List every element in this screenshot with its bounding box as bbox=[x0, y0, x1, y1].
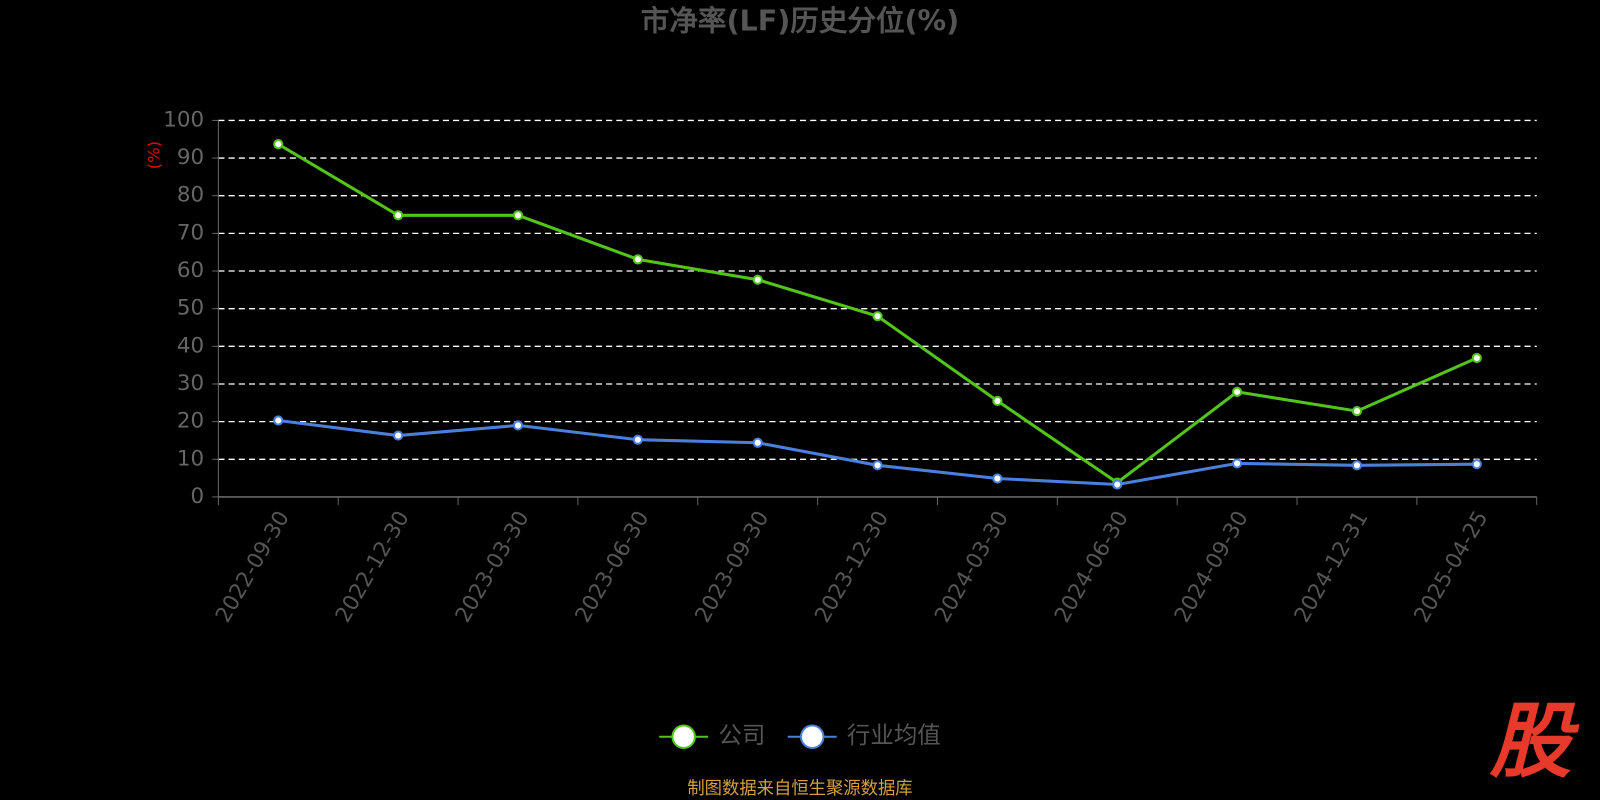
y-tick-label: 80 bbox=[177, 183, 204, 208]
data-point bbox=[512, 420, 524, 431]
data-point bbox=[1232, 386, 1243, 397]
data-point bbox=[752, 437, 763, 448]
series-line bbox=[278, 418, 1477, 487]
data-point bbox=[872, 460, 883, 471]
y-tick-label: 90 bbox=[177, 145, 204, 170]
y-tick-label: 60 bbox=[177, 258, 204, 283]
x-tick-label: 2024-09-30 bbox=[1170, 507, 1254, 627]
data-point bbox=[273, 139, 284, 150]
x-tick-label: 2025-04-25 bbox=[1409, 507, 1493, 627]
data-point bbox=[752, 274, 763, 285]
data-point bbox=[992, 395, 1003, 407]
x-tick-label: 2024-06-30 bbox=[1050, 507, 1134, 627]
legend-marker bbox=[671, 724, 696, 749]
y-tick-label: 10 bbox=[177, 446, 204, 471]
x-tick-label: 2023-03-30 bbox=[451, 507, 535, 627]
data-point bbox=[1112, 479, 1123, 490]
data-point bbox=[1351, 460, 1363, 471]
y-tick-label: 40 bbox=[177, 333, 204, 358]
data-point bbox=[992, 473, 1003, 484]
legend-label: 公司 bbox=[718, 721, 765, 749]
x-tick-label: 2023-06-30 bbox=[571, 507, 655, 627]
x-tick-label: 2022-09-30 bbox=[211, 507, 295, 627]
data-point bbox=[632, 434, 643, 445]
y-tick-label: 50 bbox=[177, 296, 204, 321]
data-point bbox=[512, 210, 524, 221]
data-point bbox=[632, 254, 643, 265]
data-point bbox=[393, 210, 404, 221]
y-tick-label: 20 bbox=[177, 409, 204, 434]
watermark: 股 bbox=[1489, 694, 1580, 789]
y-tick-label: 100 bbox=[163, 107, 204, 132]
x-tick-label: 2024-12-31 bbox=[1290, 507, 1374, 627]
legend-label: 行业均值 bbox=[847, 721, 941, 749]
y-axis-label: (%) bbox=[145, 141, 164, 169]
chart-title: 市净率(LF)历史分位(%) bbox=[641, 3, 959, 37]
data-point bbox=[872, 311, 883, 322]
data-point bbox=[393, 430, 404, 441]
source-note: 制图数据来自恒生聚源数据库 bbox=[687, 779, 912, 799]
x-tick-label: 2024-03-30 bbox=[930, 507, 1014, 627]
data-point bbox=[1232, 458, 1243, 469]
x-tick-label: 2022-12-30 bbox=[331, 507, 415, 627]
data-point bbox=[1351, 405, 1363, 417]
data-point bbox=[273, 415, 284, 426]
y-tick-label: 30 bbox=[177, 371, 204, 396]
legend-marker bbox=[799, 724, 825, 749]
x-tick-label: 2023-12-30 bbox=[810, 507, 894, 627]
data-point bbox=[1471, 459, 1482, 470]
y-tick-label: 70 bbox=[177, 220, 204, 245]
data-point bbox=[1471, 352, 1482, 364]
y-tick-label: 0 bbox=[190, 484, 204, 509]
x-tick-label: 2023-09-30 bbox=[690, 507, 774, 627]
